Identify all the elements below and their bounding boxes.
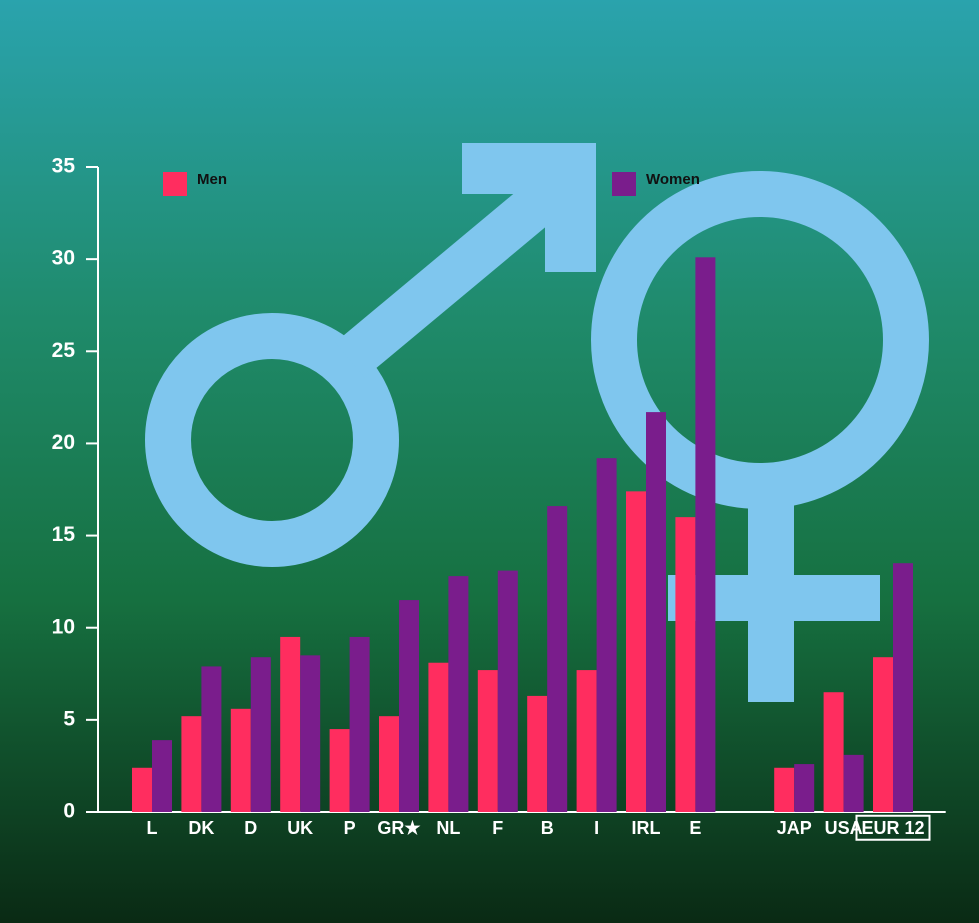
bar bbox=[152, 740, 172, 812]
legend-swatch bbox=[163, 172, 187, 196]
y-tick-label: 30 bbox=[52, 247, 75, 270]
bar bbox=[675, 517, 695, 812]
y-tick-label: 5 bbox=[63, 707, 75, 730]
x-tick-label: L bbox=[147, 818, 158, 838]
bar bbox=[181, 716, 201, 812]
x-tick-label: DK bbox=[188, 818, 214, 838]
x-tick-label: NL bbox=[436, 818, 460, 838]
x-tick-label: UK bbox=[287, 818, 313, 838]
bar bbox=[824, 692, 844, 812]
bar bbox=[626, 491, 646, 812]
page: {"chart_data": {"type": "bar", "categori… bbox=[0, 0, 979, 923]
y-tick-label: 10 bbox=[52, 615, 75, 638]
legend-swatch bbox=[612, 172, 636, 196]
bar bbox=[478, 670, 498, 812]
x-tick-label: E bbox=[689, 818, 701, 838]
bar bbox=[350, 637, 370, 812]
bar bbox=[893, 563, 913, 812]
chart: 0 5 10 15 20 25 30 35 Men Women L DK D UK P GR★ NL F B I IRL… bbox=[0, 0, 979, 923]
bar bbox=[597, 458, 617, 812]
bar bbox=[231, 709, 251, 812]
bar bbox=[428, 663, 448, 812]
y-tick-label: 20 bbox=[52, 431, 75, 454]
bar bbox=[794, 764, 814, 812]
bar bbox=[399, 600, 419, 812]
x-tick-label: I bbox=[594, 818, 599, 838]
x-tick-label: JAP bbox=[777, 818, 812, 838]
bar bbox=[774, 768, 794, 812]
y-tick-label: 0 bbox=[63, 800, 75, 823]
y-tick-label: 15 bbox=[52, 523, 76, 546]
x-tick-label: B bbox=[541, 818, 554, 838]
x-tick-label: P bbox=[344, 818, 356, 838]
bar bbox=[280, 637, 300, 812]
legend-label: Men bbox=[197, 171, 227, 188]
legend-label: Women bbox=[646, 171, 700, 188]
bar bbox=[251, 657, 271, 812]
bar bbox=[330, 729, 350, 812]
x-tick-label: D bbox=[244, 818, 257, 838]
bar bbox=[873, 657, 893, 812]
bar bbox=[695, 257, 715, 812]
bar bbox=[201, 666, 221, 812]
bar bbox=[577, 670, 597, 812]
bar bbox=[132, 768, 152, 812]
x-tick-label: GR★ bbox=[377, 818, 421, 838]
bar bbox=[448, 576, 468, 812]
bar bbox=[300, 655, 320, 812]
bar bbox=[527, 696, 547, 812]
y-tick-label: 35 bbox=[52, 155, 76, 178]
y-tick-label: 25 bbox=[52, 339, 76, 362]
bar bbox=[646, 412, 666, 812]
x-tick-label: EUR 12 bbox=[861, 818, 924, 838]
x-tick-label: F bbox=[492, 818, 503, 838]
bar bbox=[379, 716, 399, 812]
x-tick-label: IRL bbox=[632, 818, 661, 838]
bar bbox=[498, 571, 518, 812]
bar bbox=[844, 755, 864, 812]
bar bbox=[547, 506, 567, 812]
